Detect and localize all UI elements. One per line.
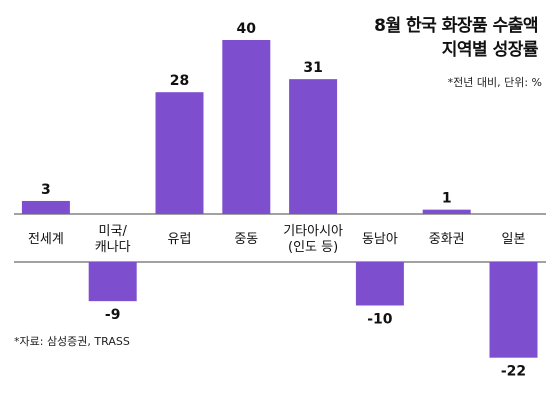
category-label: 일본 [502, 232, 526, 247]
category-label: 미국/캐나다 [95, 224, 131, 255]
data-label: 1 [442, 191, 452, 207]
data-label: -22 [501, 364, 526, 380]
unit-note: *전년 대비, 단위: % [447, 76, 542, 89]
data-label: 3 [41, 182, 51, 198]
bar [21, 200, 70, 214]
category-label: 유럽 [168, 232, 192, 247]
bar [489, 262, 538, 358]
bar [355, 262, 404, 306]
category-label: 전세계 [28, 232, 64, 247]
data-label: 28 [170, 73, 189, 89]
data-label: -9 [105, 307, 121, 323]
bar [422, 209, 471, 214]
bar [88, 262, 137, 302]
chart-title-line1: 8월 한국 화장품 수출액 [374, 16, 538, 36]
data-label: 40 [237, 21, 257, 37]
data-label: -10 [367, 312, 393, 328]
category-label: 기타아시아 (인도 등) [283, 224, 343, 255]
source-note: *자료: 삼성증권, TRASS [14, 335, 130, 348]
category-label: 중동 [234, 232, 258, 247]
bar [155, 92, 204, 214]
bar [222, 40, 271, 214]
category-label: 동남아 [362, 232, 398, 247]
chart-title: 8월 한국 화장품 수출액 지역별 성장률 [374, 14, 538, 62]
category-label: 중화권 [429, 232, 465, 247]
bar [289, 79, 338, 215]
data-label: 31 [303, 60, 322, 76]
chart-title-line2: 지역별 성장률 [441, 40, 539, 60]
